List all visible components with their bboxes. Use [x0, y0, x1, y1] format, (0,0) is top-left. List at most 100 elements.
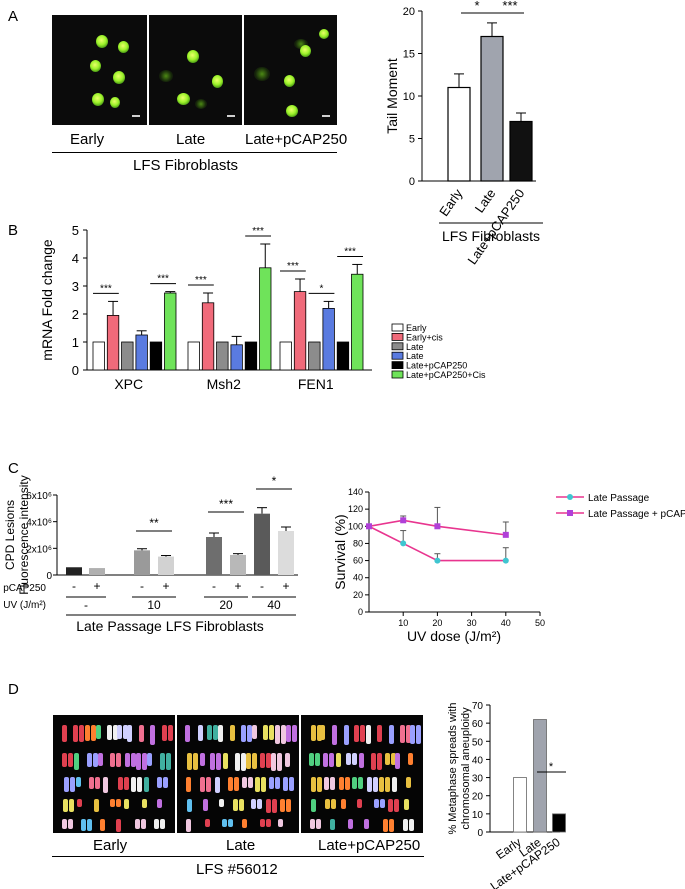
- chromosome: [131, 777, 137, 793]
- chromosome: [320, 725, 326, 740]
- chromosome: [271, 753, 277, 771]
- micrograph-early: [52, 15, 147, 125]
- chromosome: [115, 799, 121, 808]
- b-legend-label-4: Late+pCAP250: [406, 361, 467, 371]
- chromosome: [149, 725, 155, 745]
- chromosome: [99, 819, 105, 831]
- chromosome: [408, 819, 414, 831]
- chromosome: [153, 819, 159, 830]
- chromosome: [266, 753, 272, 768]
- c2-legend-label-0: Late Passage: [588, 493, 650, 504]
- chromosome: [68, 819, 74, 830]
- c1-bar-2: [134, 550, 150, 575]
- b-bar-FEN1-0: [279, 341, 292, 371]
- chromosome: [393, 799, 399, 812]
- b-bar-FEN1-4: [336, 341, 350, 371]
- chromosome: [344, 777, 350, 790]
- c2-xtick-label: 10: [398, 618, 408, 628]
- chromosome: [110, 753, 116, 768]
- c2-legend-label-1: Late Passage + pCAP250: [588, 509, 685, 520]
- c2-xtick-label: 50: [535, 618, 545, 628]
- c2-point-late-pcap: [502, 531, 509, 538]
- chromosome: [77, 799, 83, 808]
- chromosome: [234, 753, 240, 771]
- c1-bar-5: [230, 555, 246, 575]
- chromosome: [98, 753, 104, 767]
- chromosome: [233, 777, 239, 791]
- a-bar-0: [447, 86, 471, 182]
- b-bar-XPC-4: [149, 341, 163, 371]
- chromosome: [187, 753, 193, 770]
- b-bar-FEN1-5: [351, 273, 364, 371]
- chromosome: [415, 725, 421, 744]
- panel-label-b: B: [8, 222, 19, 239]
- b-bar-FEN1-1: [293, 291, 307, 371]
- chromosome: [382, 819, 388, 832]
- a-bar-2: [509, 120, 533, 182]
- chromosome: [332, 725, 338, 745]
- b-ylabel: mRNA Fold change: [39, 239, 55, 361]
- chromosome: [340, 799, 346, 809]
- b-bar-XPC-1: [106, 314, 120, 371]
- chromosome: [140, 819, 146, 829]
- b-bar-Msh2-1: [201, 302, 215, 371]
- chromosome: [116, 819, 122, 833]
- chromosome: [387, 799, 393, 812]
- chromosome: [242, 777, 248, 788]
- a-ylabel: Tail Moment: [384, 58, 400, 134]
- c2-point-late: [502, 557, 509, 564]
- c2-legend-marker-1: [567, 510, 573, 516]
- b-legend-label-3: Late: [406, 351, 424, 361]
- b-ytick-label: 1: [72, 335, 79, 350]
- c1-pcap-mark-7: +: [282, 579, 289, 593]
- b-ytick-label: 3: [72, 279, 79, 294]
- c1-ytick-label: 0: [46, 571, 52, 582]
- chromosome: [285, 753, 291, 768]
- chromosome: [254, 777, 260, 793]
- b-ytick-label: 2: [72, 307, 79, 322]
- karyo-label-late-pcap250: Late+pCAP250: [318, 837, 421, 854]
- chromosome: [317, 777, 323, 793]
- chromosome: [233, 799, 239, 811]
- a-bar-1: [480, 35, 504, 182]
- micrograph-late: [149, 15, 242, 125]
- d-ytick-label: 20: [472, 792, 484, 803]
- chromosome: [218, 799, 224, 808]
- d-ylabel-line2: chromosomal aneuploidy: [460, 707, 472, 830]
- c2-point-late: [400, 540, 407, 547]
- chromosome: [157, 777, 163, 788]
- b-bar-FEN1-3: [322, 307, 335, 371]
- chromosome: [198, 725, 204, 741]
- a-group-label: LFS Fibroblasts: [442, 228, 540, 244]
- a-ytick-label: 20: [403, 6, 415, 18]
- b-legend-swatch-2: [391, 342, 404, 351]
- c1-uv-row-label: UV (J/m²): [3, 600, 46, 611]
- chromosome: [358, 777, 364, 789]
- b-legend-label-5: Late+pCAP250+Cis: [406, 370, 486, 380]
- b-legend-label-0: Early: [406, 323, 427, 333]
- d-ytick-label: 10: [472, 810, 484, 821]
- chromosome: [62, 725, 68, 743]
- image-label-late-pcap250: Late+pCAP250: [245, 131, 348, 148]
- c1-ytick-label: 6x10⁶: [26, 491, 52, 502]
- chromosome: [343, 725, 349, 745]
- c1-bar-1: [89, 568, 105, 575]
- karyo-label-early: Early: [93, 837, 128, 854]
- chromosome: [186, 819, 192, 833]
- chromosome: [268, 725, 274, 741]
- chromosome: [286, 799, 292, 812]
- image-label-early: Early: [70, 131, 105, 148]
- c2-ytick-label: 0: [358, 607, 363, 617]
- d-bar-2: [552, 813, 566, 833]
- chromosome: [159, 819, 165, 830]
- a-sig-mark-1: *: [474, 0, 479, 13]
- d-sig-mark: *: [549, 761, 554, 773]
- b-bar-XPC-3: [135, 334, 148, 371]
- chromosome: [329, 819, 335, 830]
- c2-point-late-pcap: [366, 523, 372, 530]
- c1-ytick-label: 4x10⁶: [26, 518, 52, 529]
- chromosome: [123, 777, 129, 790]
- chromosome: [357, 799, 363, 809]
- chromosome: [95, 725, 101, 740]
- chromosome: [222, 819, 228, 828]
